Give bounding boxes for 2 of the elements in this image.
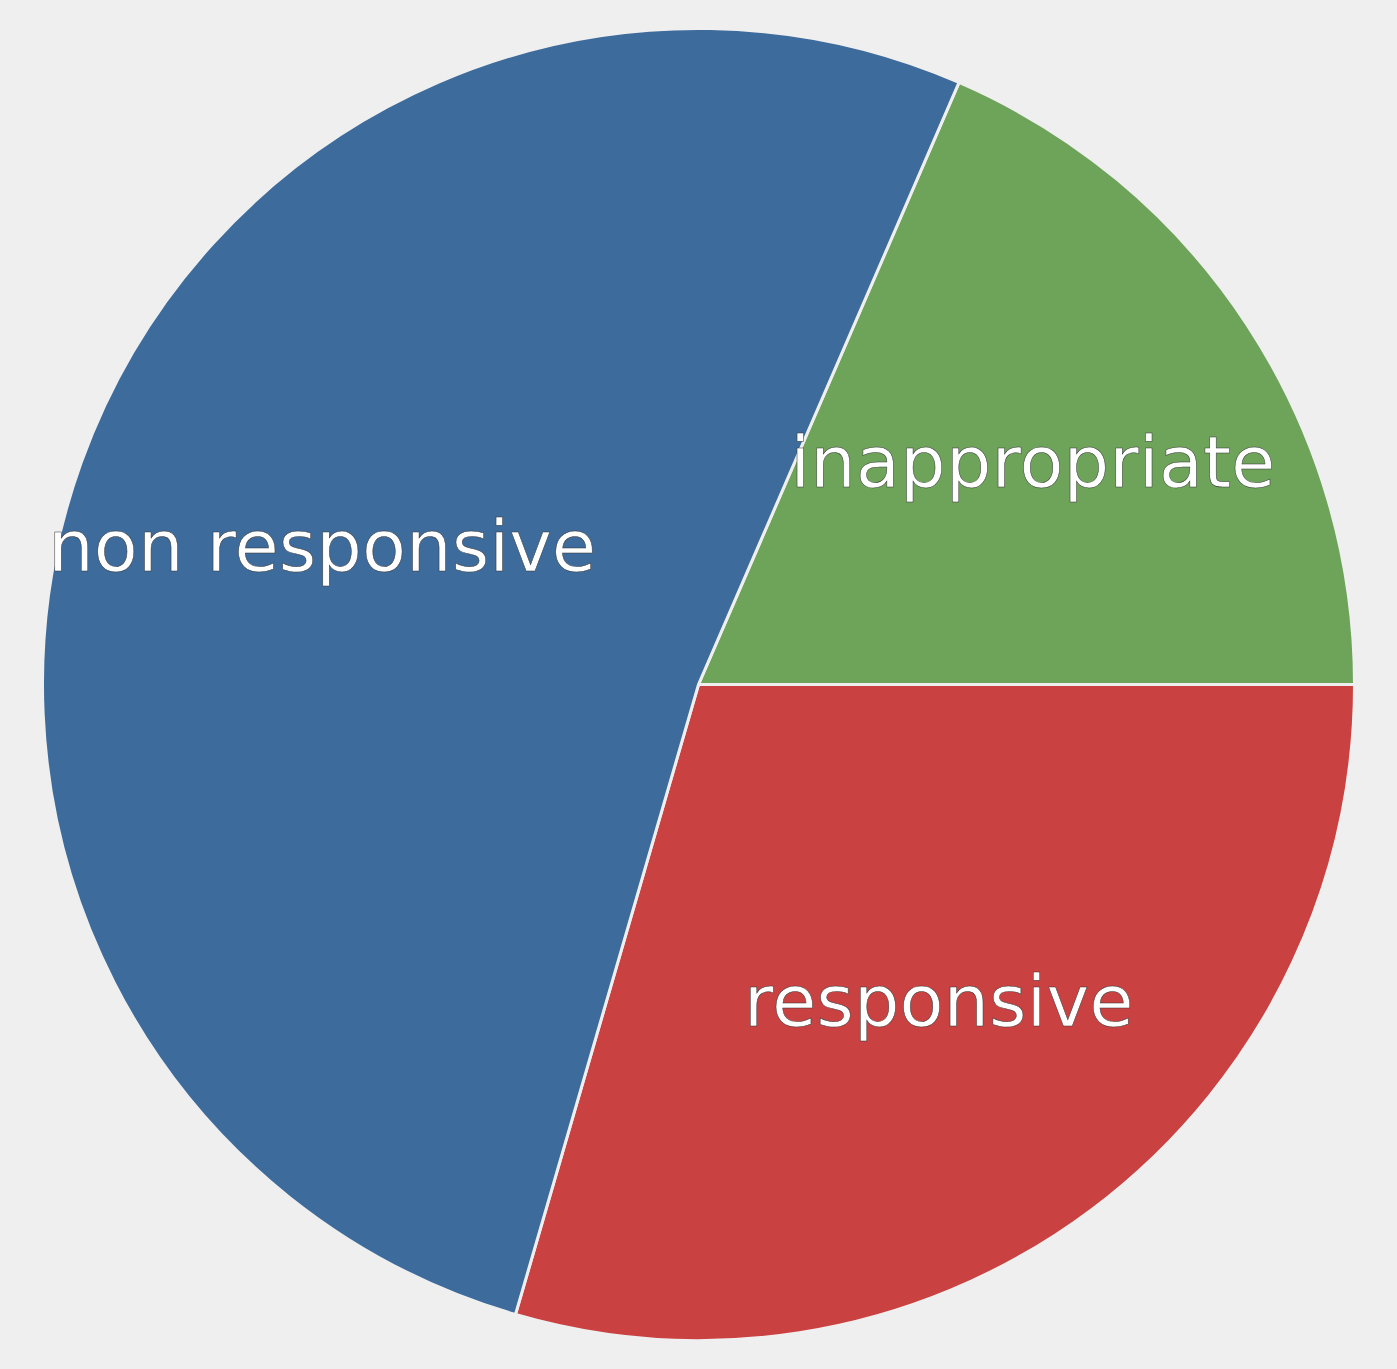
slice-label: inappropriate [790, 419, 1276, 504]
slice-label: responsive [743, 959, 1134, 1044]
